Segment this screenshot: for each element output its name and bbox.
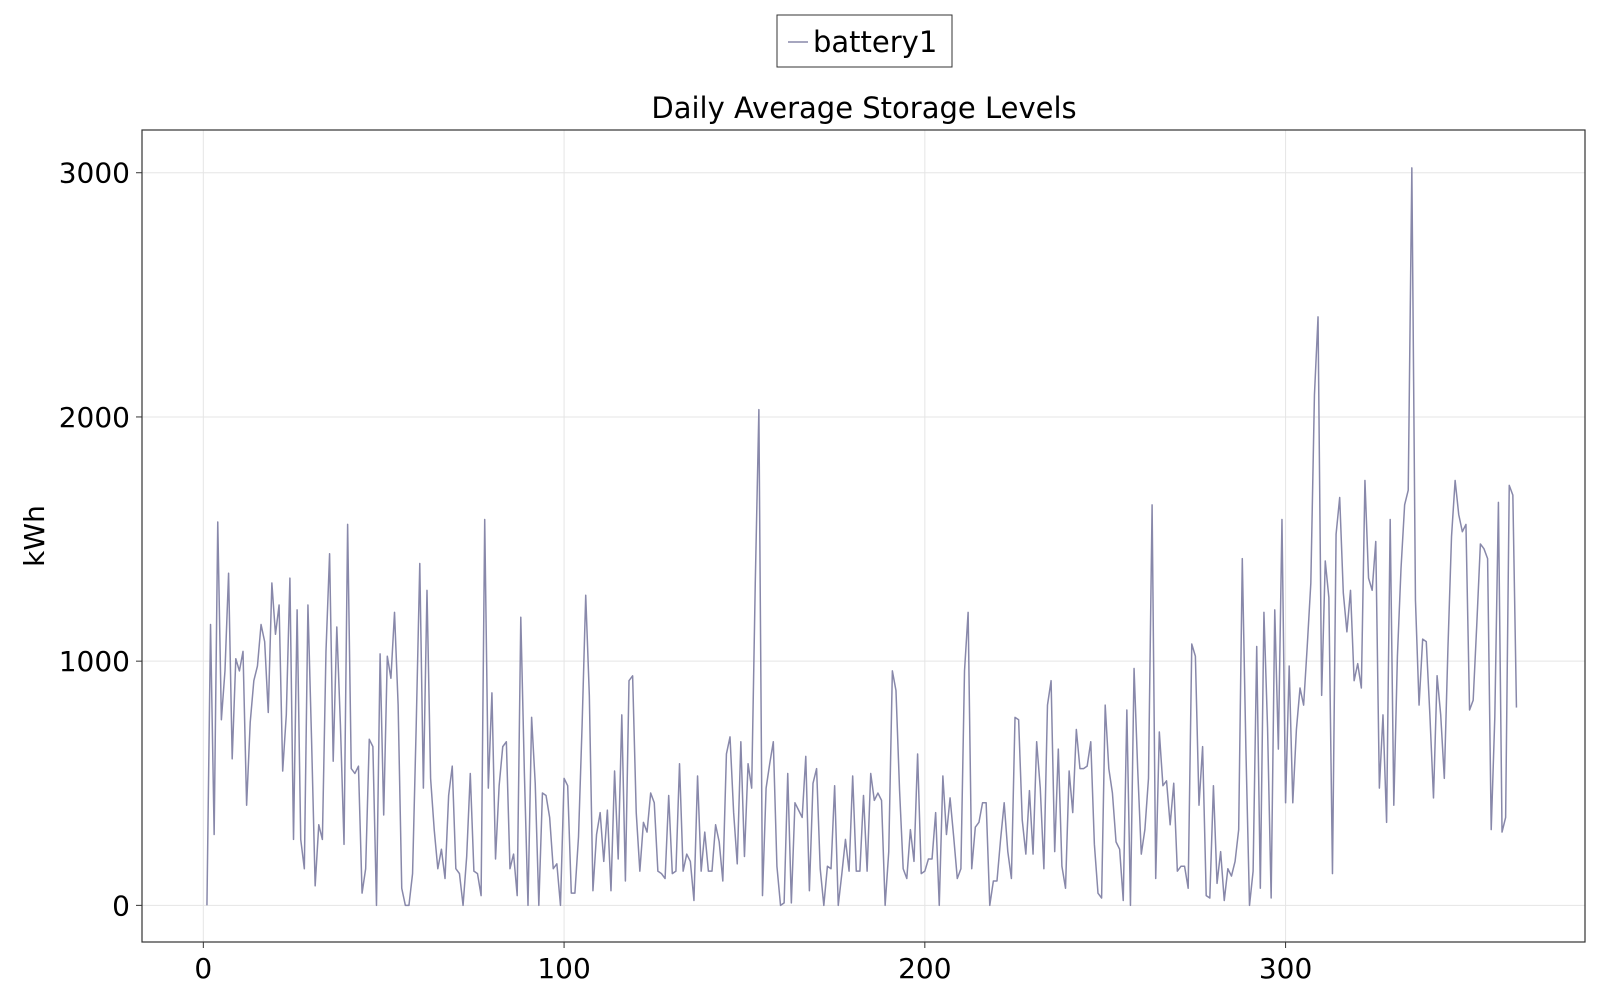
y-tick-label-1000: 1000 <box>59 645 130 678</box>
plot-frame <box>141 129 1586 943</box>
x-tick-label-100: 100 <box>537 952 590 985</box>
chart-title: Daily Average Storage Levels <box>651 91 1076 125</box>
series-layer <box>206 167 1518 907</box>
y-tick-label-3000: 3000 <box>59 157 130 190</box>
legend: battery1 <box>776 14 953 68</box>
y-tick-label-0: 0 <box>112 889 130 922</box>
x-tick-label-0: 0 <box>194 952 212 985</box>
x-tick-label-300: 300 <box>1259 952 1312 985</box>
legend-box <box>776 14 953 68</box>
y-axis-label: kWh <box>18 505 51 567</box>
y-tick-label-2000: 2000 <box>59 401 130 434</box>
legend-label: battery1 <box>813 25 937 59</box>
x-tick-label-200: 200 <box>898 952 951 985</box>
y-axis: 0 1000 2000 3000 <box>59 157 142 922</box>
x-axis: 0 100 200 300 <box>194 942 1312 985</box>
series-line-battery1 <box>206 167 1518 907</box>
grid <box>142 130 1585 942</box>
